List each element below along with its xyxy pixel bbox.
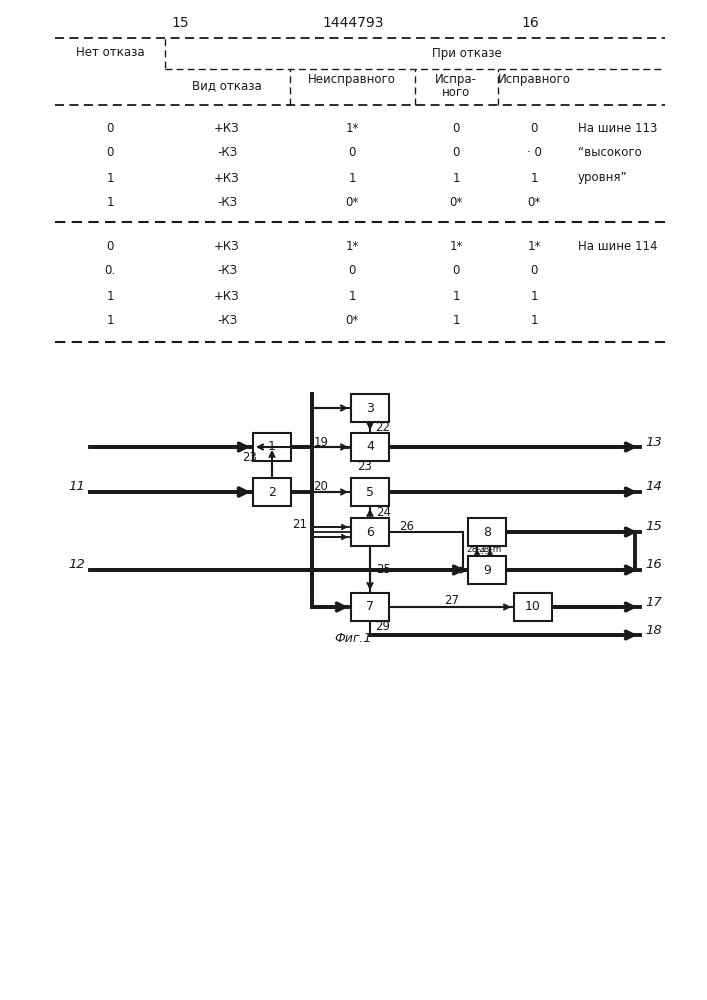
Text: -КЗ: -КЗ <box>217 264 237 277</box>
Text: 1444793: 1444793 <box>322 16 384 30</box>
Text: -КЗ: -КЗ <box>217 196 237 210</box>
Text: 15: 15 <box>171 16 189 30</box>
FancyBboxPatch shape <box>514 593 552 621</box>
FancyBboxPatch shape <box>253 433 291 461</box>
Text: 7: 7 <box>366 600 374 613</box>
Text: · 0: · 0 <box>527 146 542 159</box>
FancyBboxPatch shape <box>468 518 506 546</box>
Text: 16: 16 <box>645 558 662 572</box>
Text: 22: 22 <box>375 421 390 434</box>
Text: 1: 1 <box>452 290 460 302</box>
Text: На шине 113: На шине 113 <box>578 121 658 134</box>
Text: 26: 26 <box>399 520 414 534</box>
Text: 3: 3 <box>366 401 374 414</box>
Text: +КЗ: +КЗ <box>214 172 240 184</box>
Text: 0: 0 <box>452 121 460 134</box>
Text: 9: 9 <box>483 564 491 576</box>
Text: 1*: 1* <box>345 239 358 252</box>
Text: 0: 0 <box>530 264 538 277</box>
Text: 27: 27 <box>444 594 459 607</box>
Text: 12: 12 <box>69 558 85 572</box>
Text: 1: 1 <box>530 172 538 184</box>
FancyBboxPatch shape <box>351 478 389 506</box>
Text: 1: 1 <box>268 440 276 454</box>
Text: 1*: 1* <box>345 121 358 134</box>
Text: +КЗ: +КЗ <box>214 290 240 302</box>
Text: 0: 0 <box>106 239 114 252</box>
Text: 0*: 0* <box>450 196 462 210</box>
Text: 6: 6 <box>366 526 374 538</box>
Text: 5: 5 <box>366 486 374 498</box>
Text: 17: 17 <box>645 595 662 608</box>
Text: уровня”: уровня” <box>578 172 628 184</box>
Text: +КЗ: +КЗ <box>214 239 240 252</box>
Text: 1*: 1* <box>527 239 541 252</box>
Text: 0: 0 <box>349 264 356 277</box>
Text: ...: ... <box>478 546 489 556</box>
Text: 1: 1 <box>349 172 356 184</box>
Text: Исправного: Исправного <box>498 74 571 87</box>
Text: 25: 25 <box>376 563 391 576</box>
Text: 11: 11 <box>69 481 85 493</box>
Text: Фиг.1: Фиг.1 <box>334 632 372 645</box>
Text: Вид отказа: Вид отказа <box>192 80 262 93</box>
FancyBboxPatch shape <box>351 394 389 422</box>
Text: 0: 0 <box>106 121 114 134</box>
Text: 2: 2 <box>268 486 276 498</box>
Text: Испра-: Испра- <box>435 74 477 87</box>
Text: 15: 15 <box>645 520 662 534</box>
Text: 20: 20 <box>314 481 329 493</box>
Text: 1: 1 <box>349 290 356 302</box>
Text: 18: 18 <box>645 624 662 637</box>
Text: 1*: 1* <box>450 239 462 252</box>
Text: 28-1: 28-1 <box>467 544 487 554</box>
Text: 4: 4 <box>366 440 374 454</box>
Text: 0*: 0* <box>346 314 358 328</box>
Text: ного: ного <box>442 86 470 99</box>
Text: Неисправного: Неисправного <box>308 74 396 87</box>
Text: 24: 24 <box>376 506 391 518</box>
Text: 1: 1 <box>106 290 114 302</box>
Text: 10: 10 <box>525 600 541 613</box>
Text: 21: 21 <box>292 518 307 530</box>
Text: 23: 23 <box>243 451 257 464</box>
Text: 1: 1 <box>106 172 114 184</box>
FancyBboxPatch shape <box>468 556 506 584</box>
Text: 0.: 0. <box>105 264 115 277</box>
FancyBboxPatch shape <box>351 518 389 546</box>
Text: 1: 1 <box>530 290 538 302</box>
Text: 29: 29 <box>375 619 390 633</box>
Text: 0*: 0* <box>527 196 541 210</box>
Text: 0: 0 <box>106 146 114 159</box>
FancyBboxPatch shape <box>351 593 389 621</box>
Text: 0*: 0* <box>346 196 358 210</box>
Text: 23: 23 <box>358 460 373 474</box>
Text: 0: 0 <box>452 146 460 159</box>
Text: 1: 1 <box>530 314 538 328</box>
Text: 13: 13 <box>645 436 662 448</box>
Text: 1: 1 <box>452 172 460 184</box>
FancyBboxPatch shape <box>351 433 389 461</box>
Text: +КЗ: +КЗ <box>214 121 240 134</box>
Text: 1: 1 <box>106 196 114 210</box>
Text: “высокого: “высокого <box>578 146 642 159</box>
Text: При отказе: При отказе <box>432 46 502 60</box>
Text: -КЗ: -КЗ <box>217 314 237 328</box>
Text: 0: 0 <box>530 121 538 134</box>
Text: -КЗ: -КЗ <box>217 146 237 159</box>
Text: 19: 19 <box>313 436 329 448</box>
Text: На шине 114: На шине 114 <box>578 239 658 252</box>
Text: 16: 16 <box>521 16 539 30</box>
FancyBboxPatch shape <box>253 478 291 506</box>
Text: 0: 0 <box>349 146 356 159</box>
Text: 14: 14 <box>645 481 662 493</box>
Text: 0: 0 <box>452 264 460 277</box>
Text: 8: 8 <box>483 526 491 538</box>
Text: 1: 1 <box>106 314 114 328</box>
Text: 28-m: 28-m <box>479 544 502 554</box>
Text: Нет отказа: Нет отказа <box>76 46 144 60</box>
Text: 1: 1 <box>452 314 460 328</box>
